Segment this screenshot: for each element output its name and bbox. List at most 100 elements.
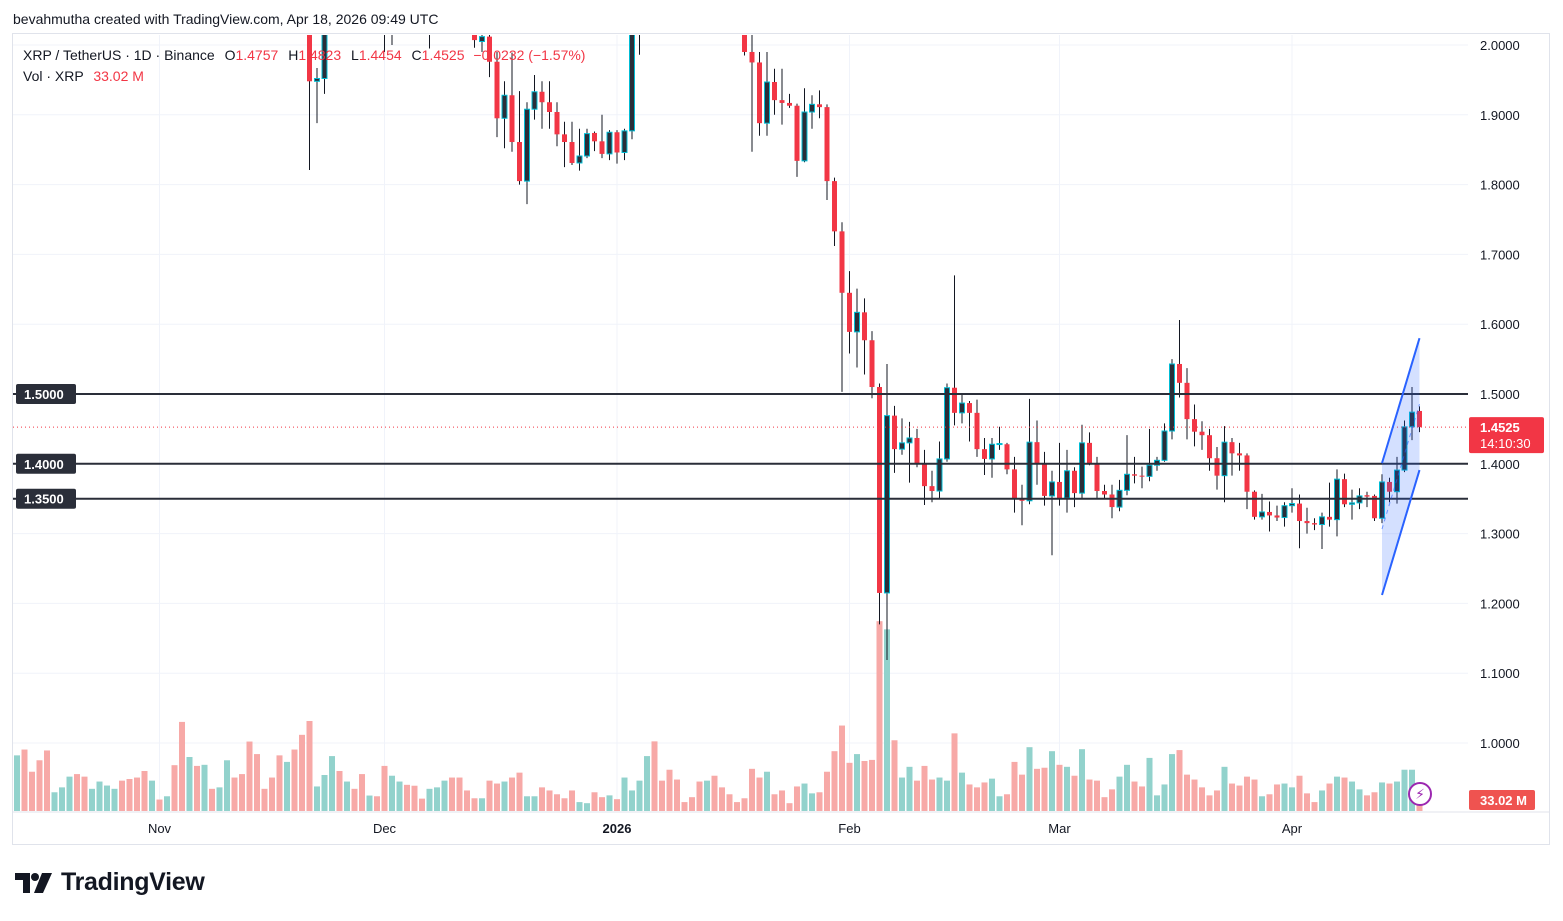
candle [1312,523,1317,525]
candle [982,449,987,459]
brand-name: TradingView [61,868,205,896]
volume-bar [944,780,950,811]
candle [1199,431,1205,436]
candle [989,443,995,460]
price-tick-label: 1.2000 [1480,596,1520,611]
time-tick-label: Mar [1048,821,1071,836]
candle [314,78,320,82]
volume-bar [1034,768,1040,811]
price-tick-label: 1.6000 [1480,317,1520,332]
lightning-icon[interactable]: ⚡ [1408,782,1432,806]
volume-bar [74,774,80,811]
symbol-title[interactable]: XRP / TetherUS · 1D · Binance [23,47,215,63]
volume-bar [959,772,965,811]
candle [1349,502,1355,505]
candle [1252,491,1257,517]
volume-bar [419,798,425,811]
volume-bar [1011,761,1018,811]
last-price-badge [1469,417,1544,454]
volume-bar [1379,782,1385,811]
price-tick-label: 2.0000 [1480,38,1520,53]
candle [637,0,642,31]
volume-bar [801,783,808,811]
volume-bar [1116,776,1123,811]
candle [517,142,522,182]
volume-bar [764,771,770,811]
candle [899,442,905,450]
candle [892,415,897,450]
volume-bar [51,792,58,811]
candle [772,81,777,101]
candle [1057,481,1062,499]
candle [599,141,605,154]
volume-bar [329,756,335,811]
volume-bar [344,781,350,811]
price-level-badge [16,384,76,404]
volume-bar [794,786,800,811]
volume-bar [666,769,673,811]
volume-bar [1131,781,1138,811]
volume-bar [1214,790,1220,811]
price-tick-label: 1.4000 [1480,457,1520,472]
volume-bar [1401,769,1408,811]
volume-bar [314,786,320,811]
candle [629,35,635,132]
candle [1004,444,1010,470]
candle [531,91,538,110]
candle [922,463,927,487]
volume-bar [704,780,710,811]
volume-bar [201,764,208,811]
volume-bar [689,797,695,811]
volume-bar [981,782,988,811]
candle [742,35,747,52]
price-level-badge [16,488,76,509]
candle [764,81,770,124]
volume-bar [1169,754,1175,811]
volume-bar [966,784,973,811]
volume-bar [194,765,200,811]
volume-bar [449,777,455,811]
volume-bar [1146,757,1153,811]
candle [817,104,822,108]
volume-bar [441,780,448,811]
volume-bar [1191,779,1198,811]
time-tick-label: 2026 [603,821,632,836]
last-price-label: 1.4525 [1480,420,1520,435]
candle [974,412,980,450]
tradingview-logo[interactable]: TradingView [15,868,205,897]
high-label: H [288,47,299,63]
volume-bar [336,771,343,811]
volume-bar [464,790,470,811]
volume-bar [1266,794,1273,811]
volume-bar [404,784,410,811]
volume-bar [1244,776,1250,811]
volume-bar [1221,766,1228,811]
volume-label[interactable]: Vol · XRP [23,68,84,84]
volume-bar [104,785,110,811]
volume-bar [1289,787,1295,811]
open-label: O [224,47,236,63]
volume-bar [231,777,238,811]
volume-bar [1296,775,1303,811]
price-tick-label: 1.7000 [1480,247,1520,262]
candle [1124,473,1130,491]
candle [1064,470,1070,499]
volume-bar [539,787,545,811]
volume-bar [1386,783,1393,811]
volume-bar [1004,794,1010,811]
candle [824,107,830,182]
volume-bar [471,798,478,811]
candle [697,0,702,3]
volume-bar [929,779,935,811]
volume-bar [621,777,628,811]
volume-bar [816,792,823,811]
volume-bar [629,790,635,811]
volume-bar [141,771,148,811]
candle [1319,516,1325,526]
candle [1244,455,1250,492]
candle [1132,474,1137,476]
candle [1154,459,1160,466]
volume-bar [1086,779,1093,811]
volume-bar [156,799,163,811]
